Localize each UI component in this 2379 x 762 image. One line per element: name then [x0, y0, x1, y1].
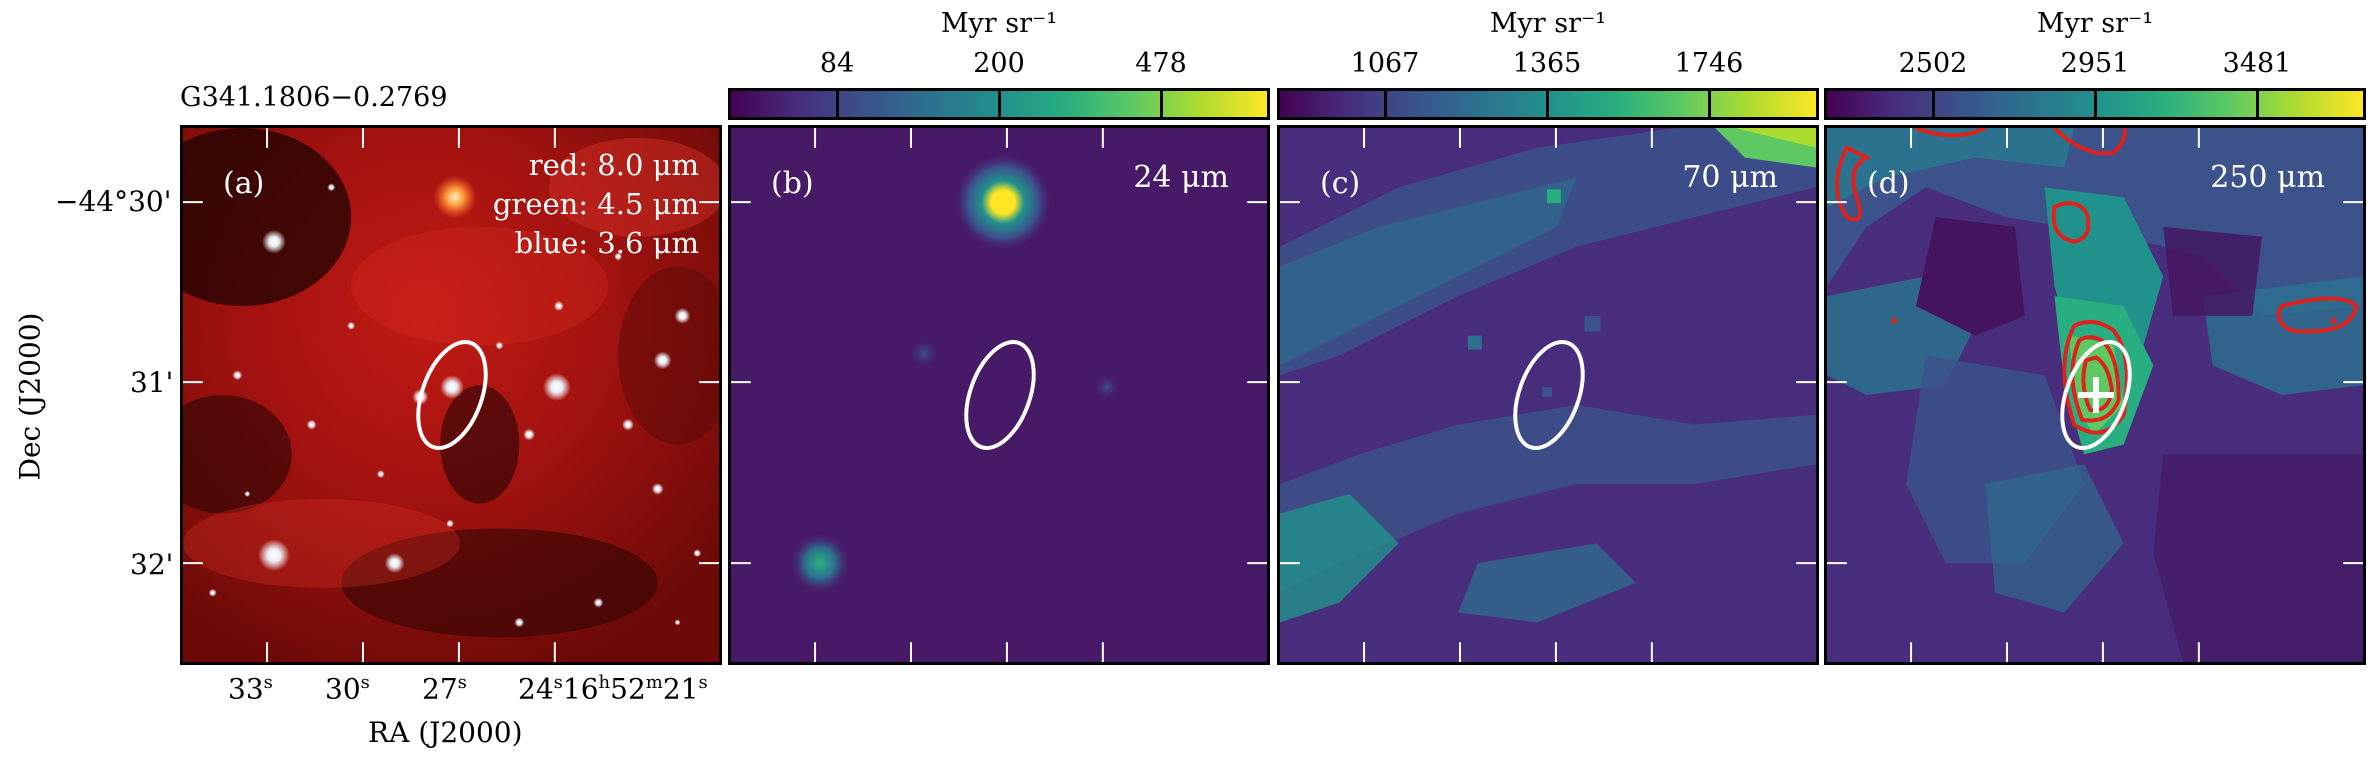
ra-tick-label: 30s	[325, 672, 370, 706]
colorbar-d-tick: 3481	[2222, 48, 2292, 79]
panel-d-wavelength: 250 μm	[2210, 160, 2325, 195]
rgb-red-label: red: 8.0 μm	[528, 148, 699, 182]
dec-tick-label: 31'	[130, 366, 174, 399]
panel-c-70um-image: (c) 70 μm	[1277, 125, 1819, 665]
colorbar-d-tick: 2951	[2060, 48, 2130, 79]
colorbar-c-tick: 1746	[1674, 48, 1744, 79]
colorbar-d-tick: 2502	[1898, 48, 1968, 79]
panel-a-label: (a)	[223, 166, 265, 201]
colorbar-c-tick: 1365	[1512, 48, 1582, 79]
ra-tick-label: 27s	[422, 672, 467, 706]
colorbar-b-tick: 84	[819, 48, 855, 79]
panel-b-24um-image: (b) 24 μm	[728, 125, 1270, 665]
x-axis-label: RA (J2000)	[368, 716, 523, 749]
ra-tick-label: 33s	[228, 672, 273, 706]
colorbar-c-tick: 1067	[1350, 48, 1420, 79]
panel-d-label: (d)	[1867, 166, 1910, 201]
colorbar-b-tick: 200	[973, 48, 1025, 79]
rgb-green-label: green: 4.5 μm	[492, 187, 699, 221]
y-axis-label: Dec (J2000)	[13, 312, 47, 481]
panel-b-wavelength: 24 μm	[1133, 160, 1229, 195]
dec-tick-label: 32'	[130, 548, 174, 581]
colorbar-unit-c: Myr sr⁻¹	[1489, 8, 1607, 39]
panel-d-250um-image: (d) 250 μm	[1824, 125, 2366, 665]
colorbar-unit-d: Myr sr⁻¹	[2036, 8, 2154, 39]
panel-c-label: (c)	[1320, 166, 1361, 201]
ra-tick-label: 24s16h52m21s	[518, 672, 708, 706]
colorbar-unit-b: Myr sr⁻¹	[940, 8, 1058, 39]
panel-c-wavelength: 70 μm	[1682, 160, 1778, 195]
rgb-legend: red: 8.0 μm green: 4.5 μm blue: 3.6 μm	[493, 146, 699, 263]
dec-tick-label: −44°30'	[55, 185, 172, 218]
source-name: G341.1806−0.2769	[180, 82, 448, 113]
panel-b-label: (b)	[771, 166, 814, 201]
rgb-blue-label: blue: 3.6 μm	[514, 226, 699, 260]
panel-a-rgb-image: (a) red: 8.0 μm green: 4.5 μm blue: 3.6 …	[180, 125, 722, 665]
colorbar-b-tick: 478	[1135, 48, 1187, 79]
